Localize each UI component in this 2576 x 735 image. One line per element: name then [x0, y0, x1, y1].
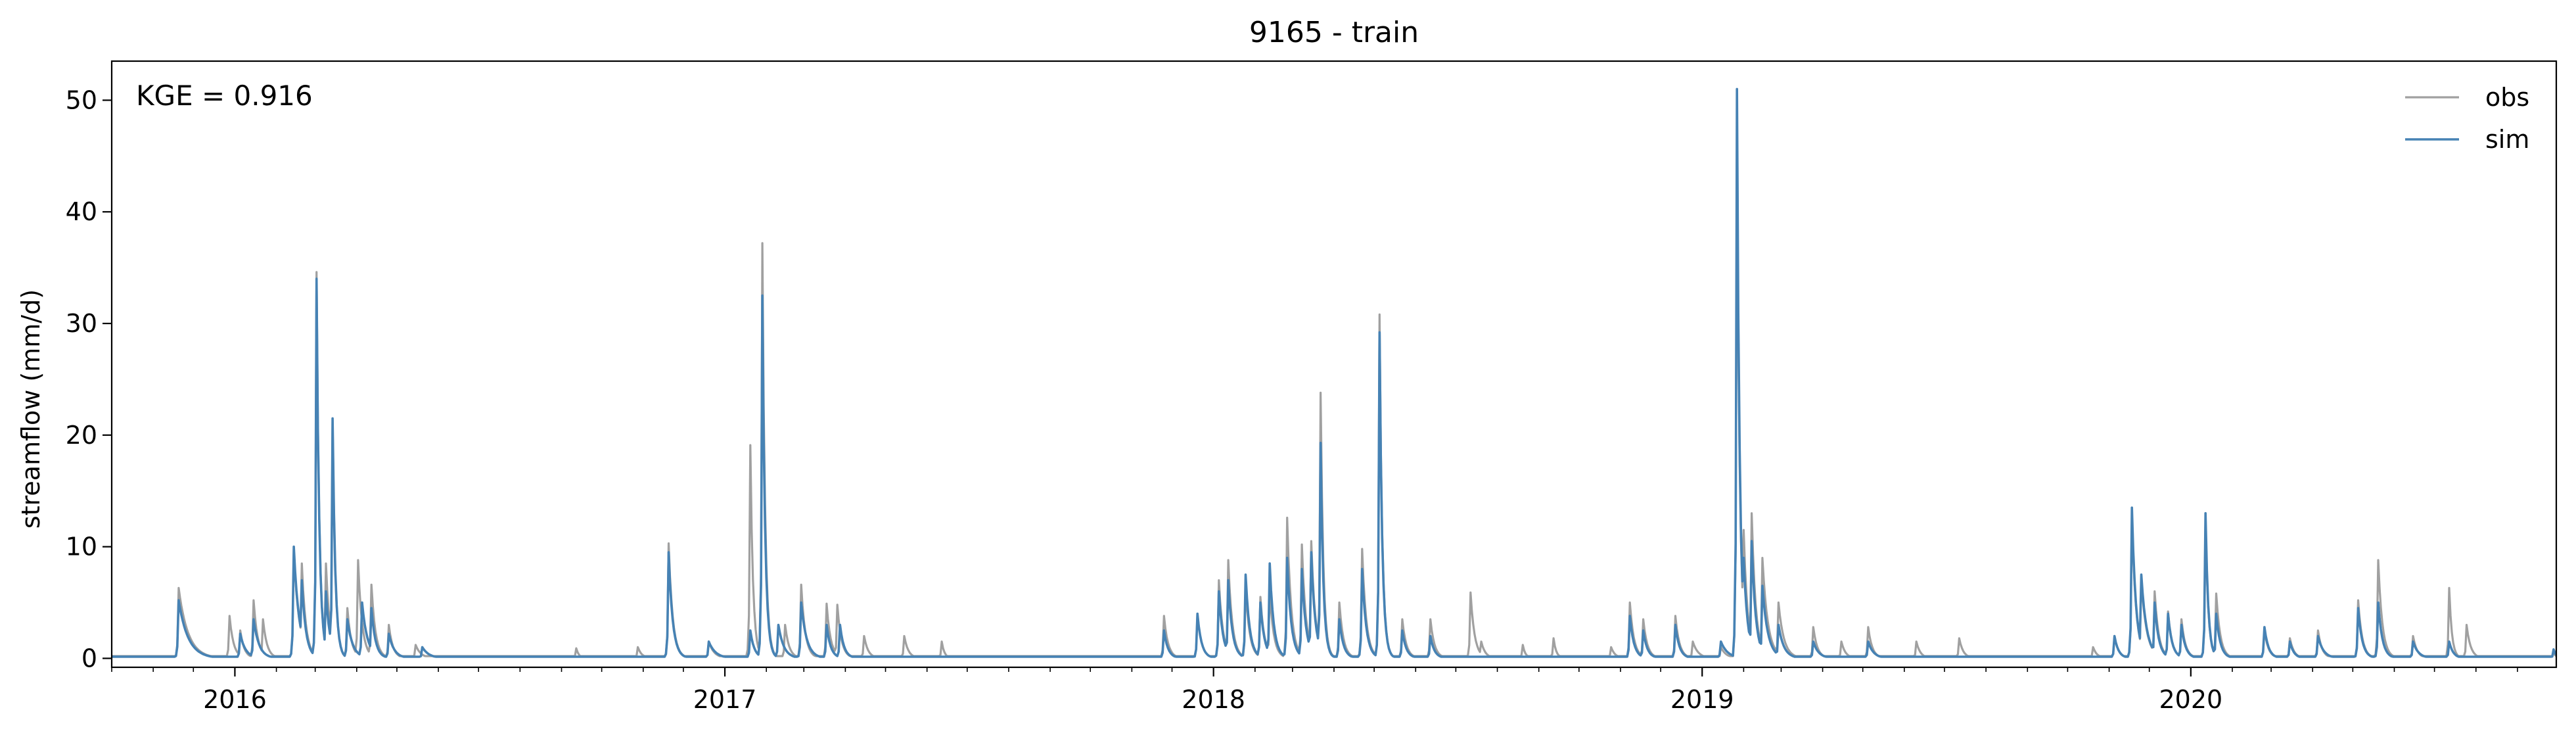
x-tick-label: 2020 — [2159, 685, 2222, 714]
x-tick-label: 2018 — [1182, 685, 1245, 714]
x-tick-label: 2017 — [693, 685, 757, 714]
y-axis-label: streamflow (mm/d) — [16, 289, 45, 529]
plot-area — [110, 60, 2558, 669]
y-tick-label: 50 — [66, 85, 97, 114]
series-line-sim — [112, 87, 2556, 658]
x-tick-label: 2016 — [203, 685, 267, 714]
plot-frame — [110, 60, 2558, 669]
y-tick-label: 0 — [81, 644, 97, 673]
legend-label-obs: obs — [2485, 83, 2529, 112]
series-line-obs — [112, 132, 2556, 657]
legend-label-sim: sim — [2485, 125, 2529, 154]
y-tick-label: 30 — [66, 309, 97, 338]
x-axis: 2016 2017 2018 2019 2020 — [111, 667, 2518, 714]
chart-title: 9165 - train — [1249, 16, 1419, 49]
kge-annotation: KGE = 0.916 — [136, 80, 313, 112]
x-tick-label: 2019 — [1670, 685, 1734, 714]
y-tick-label: 10 — [66, 533, 97, 561]
y-axis: 0 10 20 30 40 50 — [66, 85, 112, 673]
y-tick-label: 20 — [66, 421, 97, 450]
legend: obs sim — [2405, 83, 2529, 154]
y-tick-label: 40 — [66, 197, 97, 226]
